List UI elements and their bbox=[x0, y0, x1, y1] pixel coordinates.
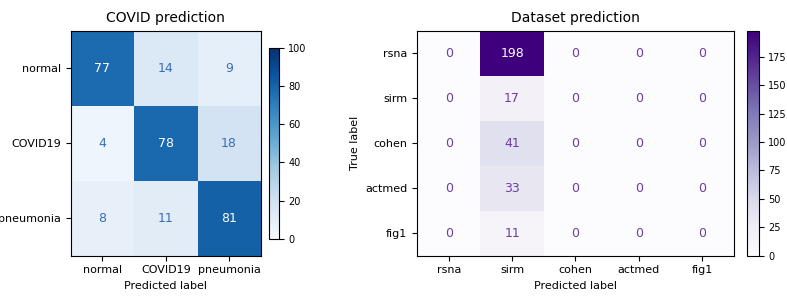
Text: 0: 0 bbox=[698, 137, 706, 150]
Text: 0: 0 bbox=[445, 137, 453, 150]
Text: 9: 9 bbox=[225, 62, 233, 75]
Text: 0: 0 bbox=[445, 182, 453, 195]
Text: 0: 0 bbox=[698, 227, 706, 240]
Text: 81: 81 bbox=[221, 212, 237, 225]
Text: 0: 0 bbox=[445, 227, 453, 240]
Text: 0: 0 bbox=[571, 47, 579, 60]
Text: 11: 11 bbox=[158, 212, 174, 225]
Text: 0: 0 bbox=[634, 227, 643, 240]
Text: 0: 0 bbox=[571, 137, 579, 150]
Text: 77: 77 bbox=[94, 62, 110, 75]
Text: 0: 0 bbox=[571, 227, 579, 240]
Text: 198: 198 bbox=[501, 47, 524, 60]
X-axis label: Predicted label: Predicted label bbox=[124, 281, 207, 291]
Title: Dataset prediction: Dataset prediction bbox=[511, 11, 640, 26]
Text: 0: 0 bbox=[698, 47, 706, 60]
Text: 17: 17 bbox=[504, 92, 520, 105]
Text: 8: 8 bbox=[98, 212, 106, 225]
Text: 14: 14 bbox=[158, 62, 174, 75]
Title: COVID prediction: COVID prediction bbox=[106, 11, 225, 26]
Text: 33: 33 bbox=[504, 182, 520, 195]
Text: 4: 4 bbox=[98, 137, 106, 150]
Text: 0: 0 bbox=[445, 47, 453, 60]
Text: 0: 0 bbox=[634, 92, 643, 105]
Text: 11: 11 bbox=[504, 227, 520, 240]
Text: 41: 41 bbox=[504, 137, 520, 150]
Text: 18: 18 bbox=[221, 137, 237, 150]
Text: 0: 0 bbox=[634, 182, 643, 195]
X-axis label: Predicted label: Predicted label bbox=[534, 281, 617, 291]
Text: 0: 0 bbox=[634, 47, 643, 60]
Text: 78: 78 bbox=[157, 137, 174, 150]
Text: 0: 0 bbox=[571, 182, 579, 195]
Y-axis label: True label: True label bbox=[349, 116, 360, 170]
Text: 0: 0 bbox=[698, 182, 706, 195]
Text: 0: 0 bbox=[571, 92, 579, 105]
Text: 0: 0 bbox=[445, 92, 453, 105]
Text: 0: 0 bbox=[634, 137, 643, 150]
Text: 0: 0 bbox=[698, 92, 706, 105]
